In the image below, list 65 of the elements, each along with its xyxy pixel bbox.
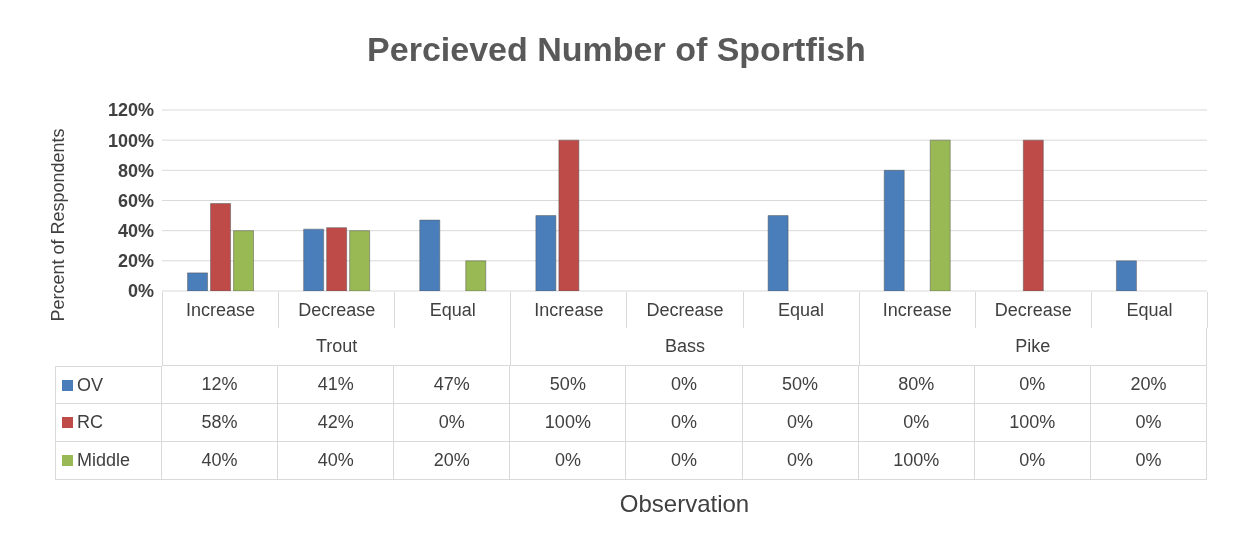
bar xyxy=(929,139,951,291)
data-label: 0% xyxy=(1090,404,1207,442)
x-tick-label: Decrease xyxy=(626,292,743,328)
data-label: 50% xyxy=(742,366,859,404)
data-label: 0% xyxy=(626,442,743,480)
bar xyxy=(303,228,324,291)
bar xyxy=(187,272,208,291)
data-label: 0% xyxy=(974,442,1091,480)
data-label: 0% xyxy=(974,366,1091,404)
data-label: 0% xyxy=(742,442,859,480)
y-axis-title: Percent of Respondents xyxy=(48,127,69,324)
data-label: 50% xyxy=(510,366,627,404)
x-tick-label: Decrease xyxy=(278,292,395,328)
text: Observation xyxy=(618,490,751,518)
data-label: 100% xyxy=(858,442,975,480)
bar xyxy=(210,203,231,291)
bar xyxy=(326,227,347,291)
data-label: 0% xyxy=(858,404,975,442)
data-label: 40% xyxy=(162,442,279,480)
data-label: 42% xyxy=(278,404,395,442)
data-label: 0% xyxy=(626,366,743,404)
data-label: 20% xyxy=(394,442,511,480)
bar xyxy=(349,230,370,291)
data-label: 100% xyxy=(510,404,627,442)
data-label: 40% xyxy=(278,442,395,480)
data-label: 0% xyxy=(1090,442,1207,480)
data-label: 80% xyxy=(858,366,975,404)
x-tick-label: Increase xyxy=(858,292,975,328)
bar xyxy=(883,170,905,291)
text: Bass xyxy=(510,328,859,366)
y-tick-label: 0% xyxy=(127,281,154,302)
y-tick-label: 20% xyxy=(117,251,154,272)
data-label: 41% xyxy=(278,366,395,404)
bar xyxy=(419,219,441,291)
data-label: 0% xyxy=(742,404,859,442)
x-tick-label: Decrease xyxy=(974,292,1091,328)
bar xyxy=(233,230,254,291)
bar xyxy=(1116,260,1137,291)
data-label: 12% xyxy=(162,366,279,404)
x-tick-label: Increase xyxy=(510,292,627,328)
data-label: 0% xyxy=(394,404,511,442)
bar xyxy=(465,260,487,291)
data-label: 0% xyxy=(510,442,627,480)
data-label: 0% xyxy=(626,404,743,442)
chart-title: Percieved Number of Sportfish xyxy=(366,30,867,69)
legend-label: RC xyxy=(77,412,103,433)
x-tick-label: Equal xyxy=(394,292,511,328)
y-tick-label: 40% xyxy=(117,221,154,242)
x-tick-label: Equal xyxy=(1090,292,1207,328)
data-label: 100% xyxy=(974,404,1091,442)
y-tick-label: 120% xyxy=(107,100,154,121)
legend-label: OV xyxy=(77,374,104,396)
text: Pike xyxy=(858,328,1207,366)
data-label: 20% xyxy=(1090,366,1207,404)
x-tick-label: Equal xyxy=(742,292,859,328)
y-tick-label: 100% xyxy=(107,130,154,151)
y-tick-label: 80% xyxy=(117,160,154,181)
text: Trout xyxy=(162,328,511,366)
bar xyxy=(1023,139,1044,291)
data-label: 58% xyxy=(162,404,279,442)
data-label: 47% xyxy=(394,366,511,404)
legend-label: Middle xyxy=(77,450,131,471)
y-tick-label: 60% xyxy=(117,190,154,211)
x-tick-label: Increase xyxy=(162,292,279,328)
bar xyxy=(767,215,789,291)
